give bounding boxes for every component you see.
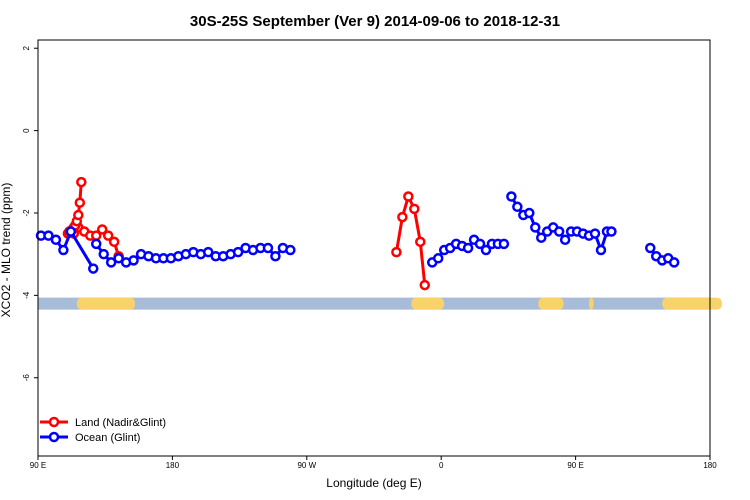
legend-marker-ocean [48,431,60,443]
data-point-ocean [480,244,492,256]
data-point-ocean [512,201,523,213]
data-point-ocean [524,207,535,219]
data-point-ocean [432,253,444,264]
land-band-segment [589,297,594,310]
legend-item-land: Land (Nadir&Glint) [40,416,166,429]
data-point-ocean [65,226,77,237]
data-point-land [74,197,86,208]
y-tick-label: 2 [22,45,31,50]
land-band-segment [411,297,445,310]
data-point-ocean [589,228,601,239]
data-point-land [397,211,408,223]
data-point-ocean [270,250,281,262]
y-axis-label: XCO2 - MLO trend (ppm) [0,183,13,318]
data-point-ocean [90,238,102,250]
data-point-land [73,209,84,221]
data-point-ocean [113,253,124,264]
data-point-land [96,224,108,235]
data-point-ocean [105,257,117,268]
data-point-ocean [595,244,607,256]
data-point-ocean [232,246,244,258]
data-point-ocean [202,246,214,258]
data-point-ocean [474,238,486,250]
x-tick-label: 180 [166,461,180,470]
x-axis: 90 E 180 90 W 0 90 E 180 [30,456,717,470]
data-point-ocean [498,238,510,250]
x-tick-label: 90 E [567,461,583,470]
x-tick-label: 180 [703,461,717,470]
data-point-ocean [285,244,296,256]
y-tick-label: -2 [22,209,31,217]
legend-label-land: Land (Nadir&Glint) [75,417,166,429]
series-layer [35,176,680,291]
data-point-ocean [606,226,617,237]
x-tick-label: 90 E [30,461,46,470]
data-point-ocean [536,232,547,243]
data-point-ocean [43,230,54,241]
data-point-land [403,191,414,202]
chart-title: 30S-25S September (Ver 9) 2014-09-06 to … [190,13,560,30]
data-point-land [76,176,87,188]
data-point-ocean [668,257,680,268]
data-point-land [419,279,431,291]
y-tick-label: -6 [22,374,31,382]
data-point-ocean [128,255,139,266]
data-point-ocean [262,242,274,254]
data-point-ocean [506,191,517,202]
data-point-land [108,236,120,248]
data-point-ocean [58,244,69,256]
x-tick-label: 0 [439,461,444,470]
data-point-ocean [50,234,62,246]
y-axis: 2 0 -2 -4 -6 [22,45,38,381]
x-axis-label: Longitude (deg E) [326,476,421,490]
y-tick-label: 0 [22,128,31,133]
land-band-segment [538,297,564,310]
x-tick-label: 90 W [297,461,316,470]
data-point-land [415,236,426,248]
land-band-segment [662,297,722,310]
legend-marker-land [48,416,60,428]
y-tick-label: -4 [22,291,31,299]
land-ocean-band [38,297,722,310]
land-band-segment [76,297,136,310]
data-point-land [102,230,114,241]
data-point-ocean [645,242,656,254]
series-line-land [394,195,427,286]
ocean-band [38,297,710,310]
data-point-ocean [559,234,571,246]
data-point-land [409,203,420,215]
legend-label-ocean: Ocean (Glint) [75,432,140,444]
legend: Land (Nadir&Glint) Ocean (Glint) [40,416,166,444]
data-point-ocean [553,226,565,237]
plot-frame [37,39,711,457]
data-point-land [391,246,402,258]
data-point-ocean [530,222,541,233]
legend-item-ocean: Ocean (Glint) [40,431,140,444]
data-point-ocean [462,242,474,254]
data-point-ocean [98,248,109,260]
data-point-ocean [88,263,99,274]
